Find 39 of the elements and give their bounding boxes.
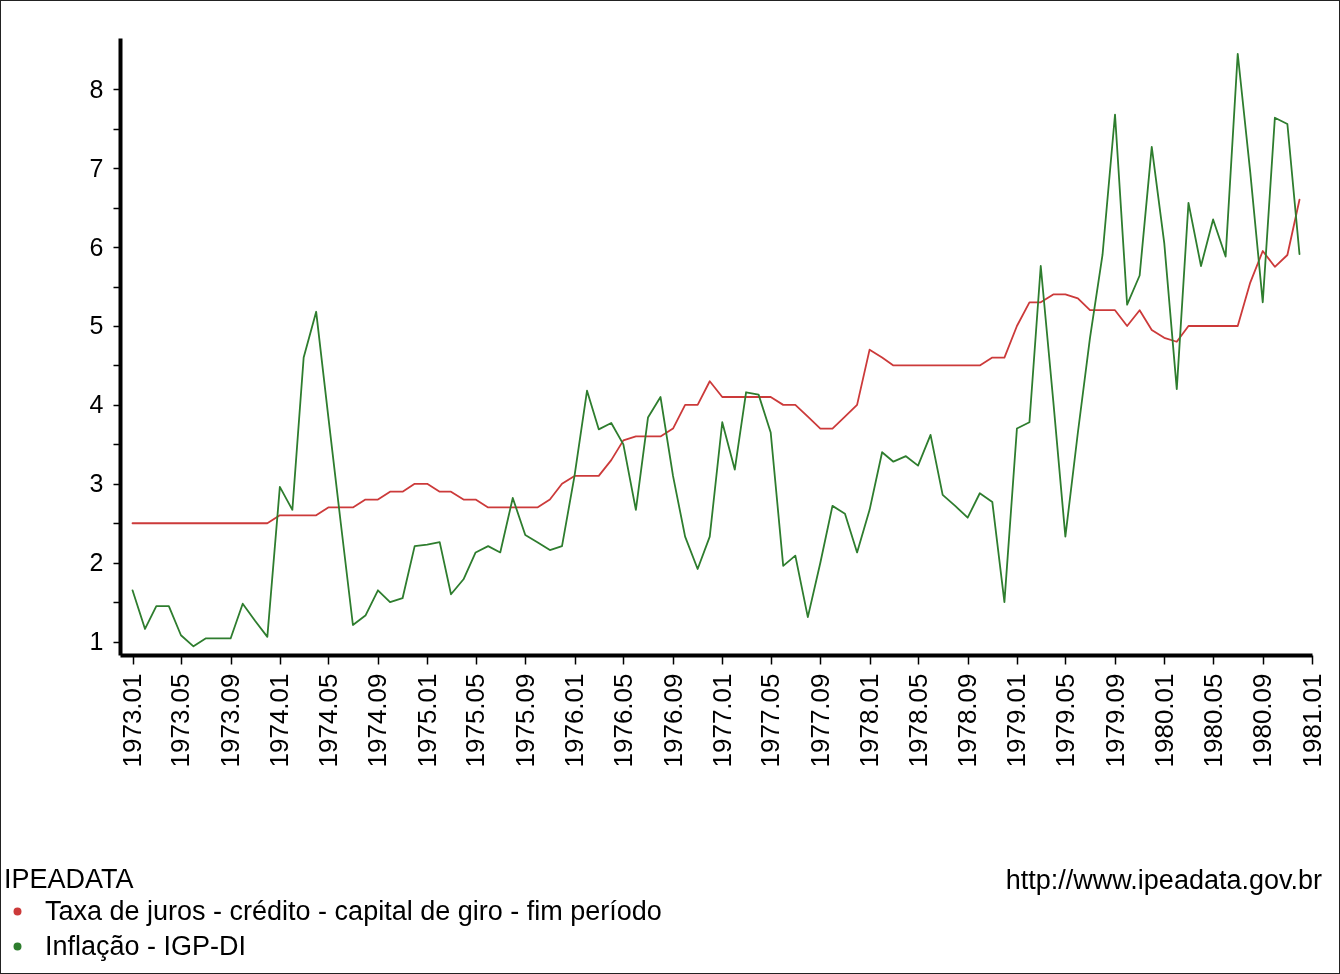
- legend-label: Taxa de juros - crédito - capital de giro - fim período: [45, 895, 662, 926]
- x-tick-label: 1980.05: [1197, 673, 1228, 768]
- x-tick-label: 1979.05: [1049, 673, 1080, 768]
- legend-title: IPEADATA: [4, 864, 134, 894]
- line-series: [131, 52, 1301, 648]
- y-tick-label: 2: [89, 548, 104, 577]
- x-tick-label: 1978.01: [854, 673, 885, 768]
- x-tick-label: 1976.09: [657, 673, 688, 768]
- y-tick-label: 5: [89, 311, 104, 340]
- x-tick-label: 1974.05: [312, 673, 343, 768]
- x-tick-label: 1981.01: [1296, 673, 1327, 768]
- x-tick-label: 1979.09: [1099, 673, 1130, 768]
- x-tick-label: 1976.01: [559, 673, 590, 768]
- y-tick-label: 6: [89, 232, 104, 261]
- x-tick-label: 1980.01: [1148, 673, 1179, 768]
- x-tick-label: 1977.09: [804, 673, 835, 768]
- x-tick-label: 1973.01: [117, 673, 148, 768]
- x-tick-label: 1975.01: [411, 673, 442, 768]
- x-tick-label: 1975.05: [460, 673, 491, 768]
- text: http://www.ipeadata.gov.br: [1005, 865, 1322, 895]
- x-tick-label: 1979.01: [1001, 673, 1032, 768]
- y-tick-label: 7: [89, 153, 104, 182]
- y-tick-label: 8: [89, 74, 104, 103]
- x-tick-label: 1975.09: [509, 673, 540, 768]
- x-tick-label: 1977.05: [755, 673, 786, 768]
- x-tick-label: 1974.09: [362, 673, 393, 768]
- y-tick-label: 4: [89, 390, 104, 419]
- x-tick-label: 1978.09: [952, 673, 983, 768]
- x-tick-label: 1974.01: [264, 673, 295, 768]
- x-tick-label: 1973.09: [215, 673, 246, 768]
- y-tick-label: 1: [89, 627, 104, 656]
- x-tick-label: 1977.01: [706, 673, 737, 768]
- legend-label: Inflação - IGP-DI: [45, 930, 247, 961]
- y-tick-label: 3: [89, 469, 104, 498]
- line-series: [131, 198, 1301, 525]
- x-tick-label: 1973.05: [165, 673, 196, 768]
- x-tick-label: 1980.09: [1247, 673, 1278, 768]
- x-tick-label: 1978.05: [902, 673, 933, 768]
- x-tick-label: 1976.05: [607, 673, 638, 768]
